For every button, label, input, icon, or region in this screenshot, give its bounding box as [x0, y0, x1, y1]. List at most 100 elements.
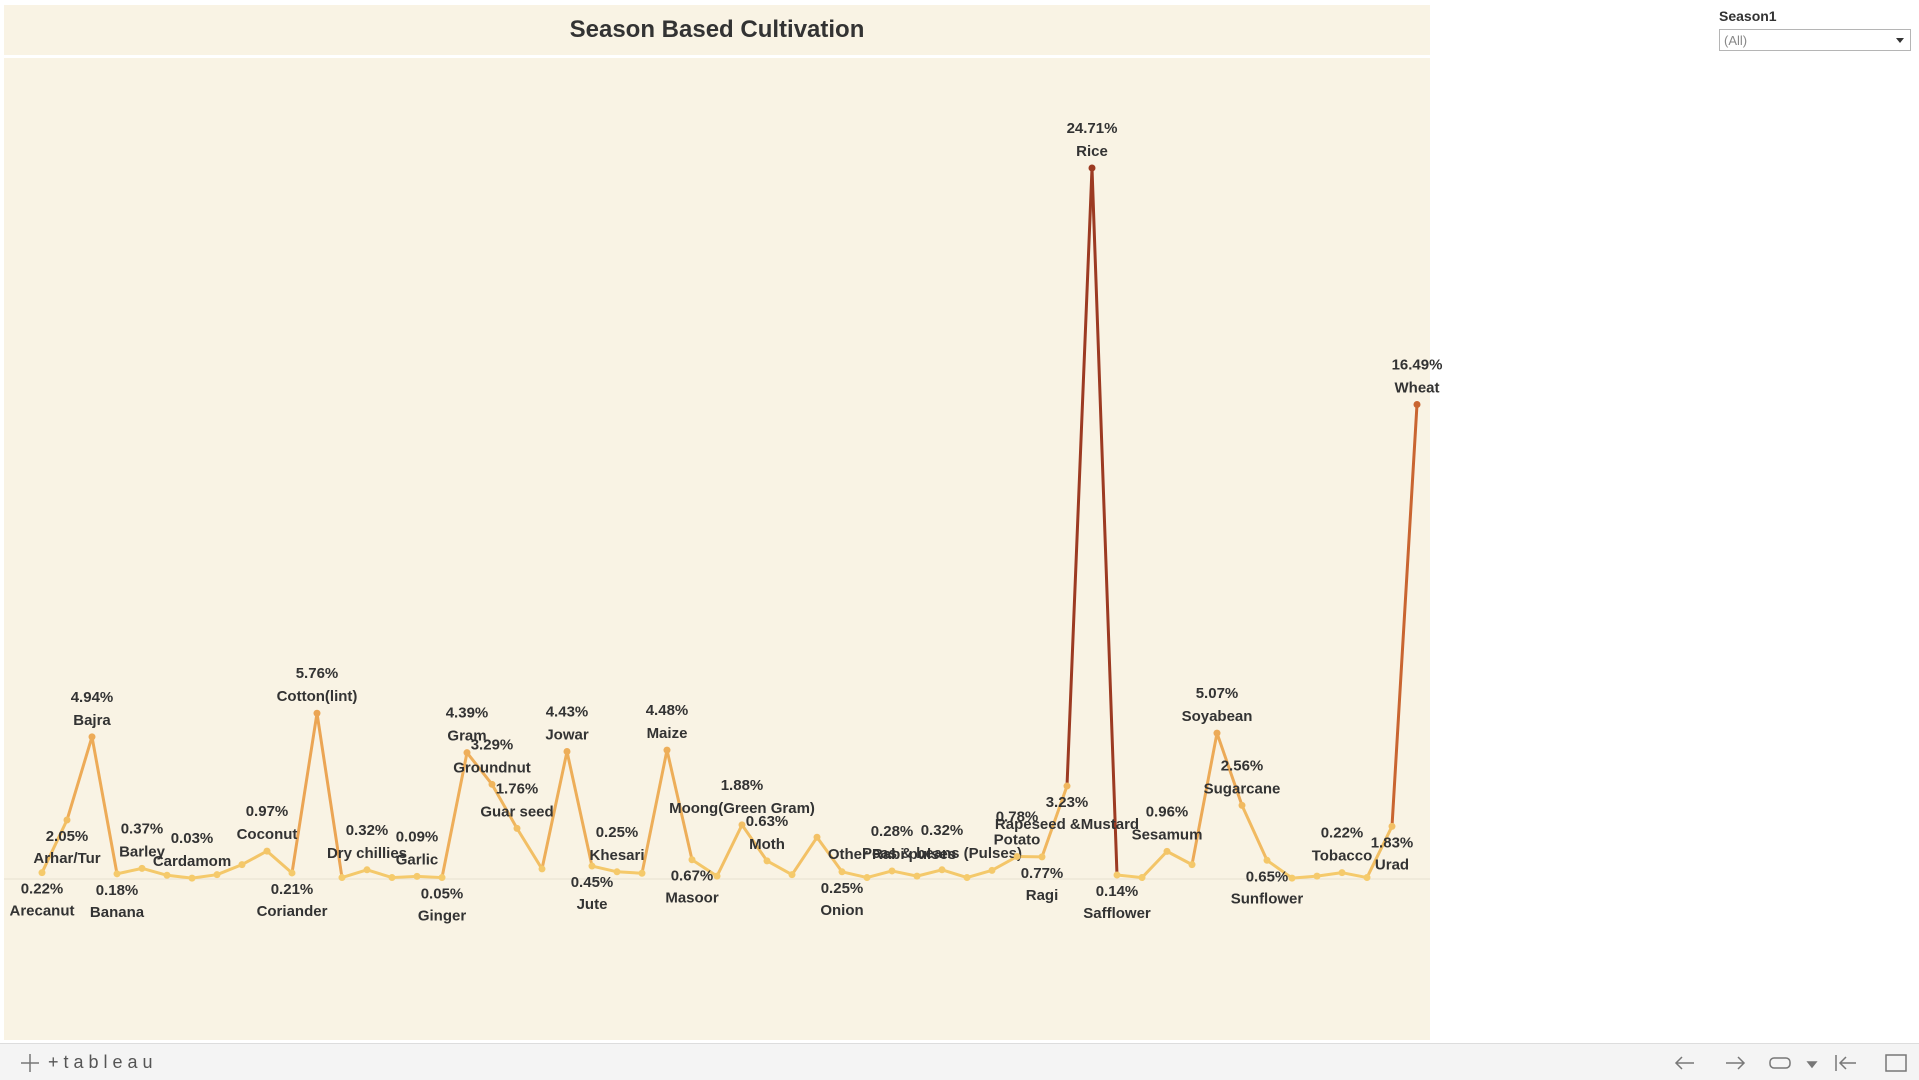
line-segment: [40, 818, 69, 875]
data-point: [213, 871, 221, 879]
line-segment: [190, 873, 219, 880]
value-label: 0.22%: [21, 881, 64, 898]
undo-button[interactable]: [1674, 1056, 1694, 1070]
value-label: 0.25%: [821, 880, 864, 897]
line-segment: [290, 711, 319, 875]
value-label: 0.37%: [121, 820, 164, 837]
value-label: 4.94%: [71, 689, 114, 706]
category-label: Wheat: [1395, 379, 1440, 396]
value-label: 2.56%: [1221, 757, 1264, 774]
chart: 0.22% Arecanut 2.05% Arhar/Tur 4.94% Bajra 0.1…: [4, 58, 1442, 1040]
category-label: Safflower: [1083, 905, 1151, 922]
line-segment: [740, 823, 769, 863]
data-point: [1188, 861, 1196, 869]
line-segment: [1140, 849, 1169, 880]
line-segment: [540, 750, 569, 871]
category-label: Arecanut: [9, 903, 74, 920]
category-label: Potato: [994, 832, 1041, 849]
data-point: [788, 871, 796, 879]
line-segment: [165, 873, 194, 880]
dropdown-arrow: [1896, 38, 1904, 43]
line-segment: [665, 748, 694, 862]
data-point: [1113, 871, 1121, 879]
category-label: Cardamom: [153, 853, 231, 870]
line-segment: [1290, 874, 1319, 880]
line-segment: [340, 868, 369, 880]
line-segment: [465, 751, 494, 786]
data-point: [1038, 853, 1046, 861]
revert-button[interactable]: [1769, 1057, 1818, 1069]
category-label: Sunflower: [1231, 890, 1304, 907]
line-segment: [640, 748, 669, 875]
value-label: 0.96%: [1146, 803, 1189, 820]
value-label: 4.48%: [646, 702, 689, 719]
line-segment: [490, 782, 519, 830]
line-segment: [815, 835, 844, 874]
data-point: [1338, 869, 1346, 877]
filter-value: (All): [1724, 33, 1748, 48]
data-point: [688, 856, 696, 864]
data-point: [1363, 874, 1371, 882]
data-point: [763, 857, 771, 865]
data-point: [163, 871, 171, 879]
data-point: [38, 869, 46, 877]
line-segment: [415, 874, 444, 880]
value-label: 4.39%: [446, 705, 489, 722]
value-label: 0.25%: [596, 824, 639, 841]
category-label: Cotton(lint): [277, 688, 358, 705]
value-label: 0.14%: [1096, 883, 1139, 900]
line-segment: [315, 711, 344, 880]
category-label: Khesari: [589, 847, 644, 864]
line-segment: [940, 868, 969, 880]
redo-button[interactable]: [1726, 1056, 1746, 1070]
line-segment: [1065, 166, 1094, 788]
line-segment: [1115, 873, 1144, 880]
value-label: 5.07%: [1196, 685, 1239, 702]
line-segment: [1165, 849, 1194, 867]
data-point: [188, 874, 196, 882]
line-segment: [690, 858, 719, 878]
category-label: Groundnut: [453, 759, 530, 776]
value-label: 0.03%: [171, 830, 214, 847]
fullscreen-button[interactable]: [1885, 1054, 1907, 1072]
value-label: 5.76%: [296, 665, 339, 682]
reset-button[interactable]: [1835, 1055, 1856, 1071]
value-label: 0.05%: [421, 886, 464, 903]
line-segment: [265, 849, 294, 875]
category-label: Masoor: [665, 890, 719, 907]
line-segment: [590, 864, 619, 874]
category-label: Moong(Green Gram): [669, 800, 815, 817]
data-point: [238, 861, 246, 869]
data-point: [538, 865, 546, 873]
value-label: 0.09%: [396, 828, 439, 845]
data-point: [363, 866, 371, 874]
line-segment: [915, 868, 944, 878]
line-segment: [990, 855, 1019, 872]
value-label: 0.21%: [271, 881, 314, 898]
data-point: [738, 821, 746, 829]
tableau-logo[interactable]: +tableau: [48, 1052, 158, 1072]
data-point: [1263, 856, 1271, 864]
filter-dropdown[interactable]: (All): [1719, 29, 1911, 51]
toolbar-icons: [21, 1054, 1907, 1072]
category-label: Urad: [1375, 856, 1409, 873]
line-segment: [890, 869, 919, 878]
data-point: [313, 709, 321, 717]
line-segment: [965, 868, 994, 880]
data-point: [588, 862, 596, 870]
data-point: [638, 869, 646, 877]
data-point: [963, 874, 971, 882]
data-point: [438, 874, 446, 882]
line-segment: [565, 750, 594, 868]
line-segment: [90, 735, 119, 876]
line-segment: [790, 835, 819, 877]
line-segment: [1315, 871, 1344, 878]
data-point: [613, 868, 621, 876]
data-point: [563, 748, 571, 756]
line-segment: [865, 869, 894, 880]
category-label: Sugarcane: [1204, 780, 1281, 797]
value-label: 0.67%: [671, 868, 714, 885]
line-segment: [215, 863, 244, 877]
value-label: 1.83%: [1371, 834, 1414, 851]
category-label: Moth: [749, 836, 785, 853]
